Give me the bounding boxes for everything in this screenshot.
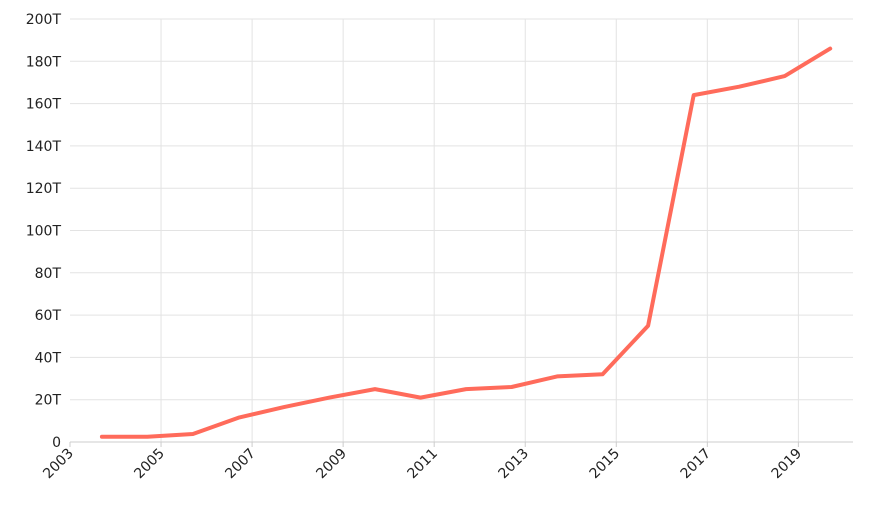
y-tick-label: 100T xyxy=(26,224,62,240)
y-tick-label: 160T xyxy=(26,97,62,113)
x-tick-label: 2019 xyxy=(769,446,806,483)
y-tick-label: 120T xyxy=(26,181,62,197)
y-tick-label: 180T xyxy=(26,54,62,70)
y-tick-label: 140T xyxy=(26,139,62,155)
y-tick-label: 40T xyxy=(35,350,62,366)
y-tick-label: 0 xyxy=(52,435,61,451)
y-tick-label: 20T xyxy=(35,393,62,409)
x-tick-label: 2007 xyxy=(222,446,259,483)
y-tick-label: 60T xyxy=(35,308,62,324)
series-layer xyxy=(102,49,831,437)
y-tick-label: 80T xyxy=(35,266,62,282)
x-tick-label: 2013 xyxy=(496,446,533,483)
series-line xyxy=(102,49,830,437)
x-tick-label: 2015 xyxy=(587,446,624,483)
x-tick-label: 2005 xyxy=(131,446,168,483)
y-axis-ticks: 0 20T 40T 60T 80T 100T 120T 140T 160T 180T 200T xyxy=(26,12,62,451)
horizontal-gridlines xyxy=(70,19,853,400)
x-tick-label: 2011 xyxy=(404,446,441,483)
x-tick-label: 2009 xyxy=(313,446,350,483)
y-tick-label: 200T xyxy=(26,12,62,28)
x-tick-label: 2017 xyxy=(678,446,715,483)
